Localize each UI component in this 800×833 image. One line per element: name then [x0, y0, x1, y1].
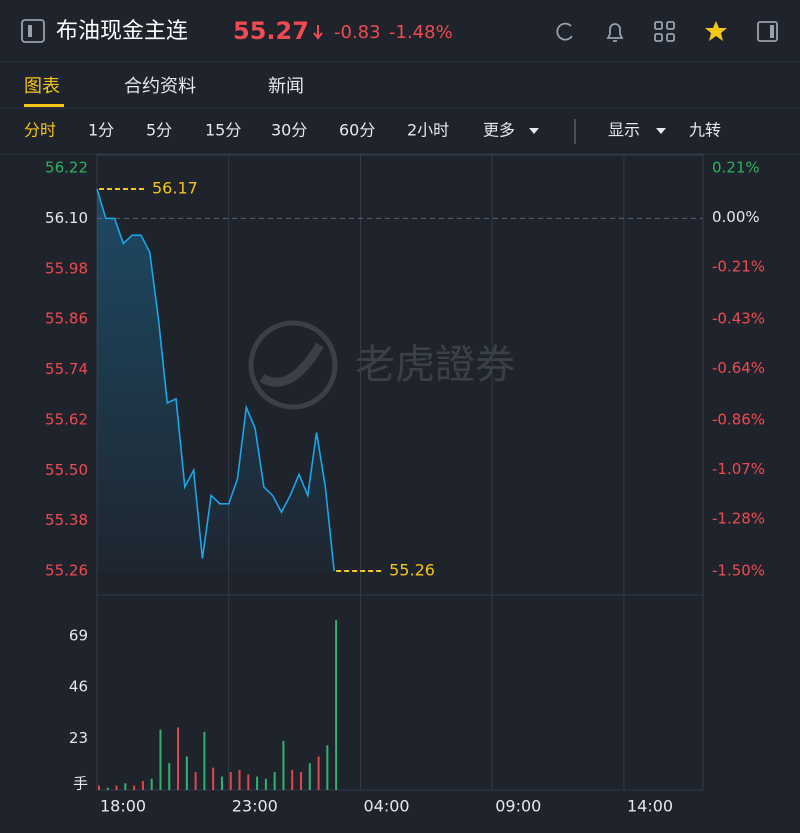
period-button[interactable]: 2小时: [407, 121, 449, 140]
volume-bar: [229, 772, 232, 790]
tab-underline: [24, 104, 64, 107]
volume-bar: [282, 740, 285, 790]
y2-tick-label: 0.00%: [712, 208, 760, 226]
refresh-icon[interactable]: [556, 22, 573, 41]
y-tick-label: 69: [69, 626, 88, 644]
price-area: [97, 188, 335, 572]
volume-bar: [115, 785, 118, 790]
price-change-percent: -1.48%: [389, 22, 453, 43]
period-button[interactable]: 60分: [339, 121, 375, 140]
y2-tick-label: -0.43%: [712, 309, 765, 327]
x-tick-label: 04:00: [363, 797, 409, 816]
down-arrow: [313, 25, 323, 40]
y2-tick-label: 0.21%: [712, 159, 760, 177]
watermark-text: 老虎證券: [355, 342, 515, 388]
volume-bar: [291, 769, 294, 790]
y-tick-label: 55.98: [45, 259, 88, 277]
tab[interactable]: 新闻: [268, 76, 304, 97]
y-tick-label: 46: [69, 678, 88, 696]
watermark: 老虎證券: [248, 320, 515, 410]
annotation-label: 56.17: [152, 178, 198, 197]
volume-bar: [168, 763, 171, 790]
volume-bar: [203, 731, 206, 790]
volume-bar: [212, 767, 215, 790]
sidebar-icon[interactable]: [757, 21, 778, 42]
tab[interactable]: 图表: [24, 76, 60, 97]
volume-bar: [317, 756, 320, 790]
x-tick-label: 23:00: [232, 797, 278, 816]
volume-bar: [159, 729, 162, 790]
grid-icon[interactable]: [654, 21, 675, 42]
volume-bar: [133, 785, 136, 790]
y-tick-label: 55.62: [45, 410, 88, 428]
toolbar-button[interactable]: 九转: [689, 121, 721, 140]
annotation-label: 55.26: [389, 561, 435, 580]
tab[interactable]: 合约资料: [124, 76, 196, 97]
volume-bar: [256, 776, 259, 790]
volume-bar: [308, 763, 311, 790]
y2-tick-label: -0.64%: [712, 359, 765, 377]
y-tick-label: 56.10: [45, 209, 88, 227]
x-tick-label: 14:00: [627, 797, 673, 816]
last-price: 55.27: [233, 17, 309, 45]
y-tick-label: 55.38: [45, 511, 88, 529]
x-tick-label: 09:00: [495, 797, 541, 816]
volume-bar: [326, 745, 329, 790]
x-tick-label: 18:00: [100, 797, 146, 816]
y-tick-label: 55.26: [45, 562, 88, 580]
price-change: -0.83: [334, 22, 381, 43]
period-button[interactable]: 5分: [146, 121, 172, 140]
dropdown-arrow: [529, 128, 539, 134]
volume-bar: [247, 774, 250, 790]
volume-bar: [220, 776, 223, 790]
y-tick-label: 23: [69, 729, 88, 747]
y2-tick-label: -1.28%: [712, 510, 765, 528]
sidebar-icon-bar: [770, 25, 774, 38]
price-line: [96, 188, 335, 572]
y2-tick-label: -0.86%: [712, 411, 765, 429]
volume-bar: [150, 778, 153, 790]
volume-unit: 手: [73, 775, 88, 793]
instrument-title: 布油现金主连: [56, 19, 188, 44]
volume-bar: [177, 727, 180, 790]
dropdown-arrow: [656, 128, 666, 134]
y2-tick-label: -1.07%: [712, 460, 765, 478]
back-icon[interactable]: [21, 19, 45, 43]
y-tick-label: 55.86: [45, 310, 88, 328]
period-button[interactable]: 15分: [205, 121, 241, 140]
volume-bar: [185, 756, 188, 790]
y2-tick-label: -0.21%: [712, 257, 765, 275]
volume-bar: [335, 620, 338, 790]
plot-frame: [96, 154, 704, 791]
volume-bar: [141, 781, 144, 790]
favorite-star[interactable]: [705, 21, 727, 41]
period-button[interactable]: 分时: [24, 121, 56, 140]
volume-bar: [124, 783, 127, 790]
y2-tick-label: -1.50%: [712, 562, 765, 580]
volume-bar: [194, 772, 197, 790]
toolbar-button[interactable]: 显示: [608, 121, 640, 140]
volume-bar: [106, 787, 109, 790]
period-button[interactable]: 30分: [271, 121, 307, 140]
y-tick-label: 56.22: [45, 159, 88, 177]
y-tick-label: 55.50: [45, 461, 88, 479]
volume-bar: [238, 769, 241, 790]
period-button[interactable]: 1分: [88, 121, 114, 140]
volume-bar: [98, 785, 100, 790]
volume-bar: [300, 772, 302, 790]
y-tick-label: 55.74: [45, 360, 88, 378]
period-button[interactable]: 更多: [483, 121, 515, 140]
volume-bar: [273, 772, 276, 790]
volume-bar: [264, 778, 267, 790]
chart: 18:00 23:00 04:00 09:00 14:00 56.22 56.10 55.98…: [45, 154, 765, 816]
bell-icon[interactable]: [606, 23, 624, 42]
back-icon-bar: [28, 25, 32, 37]
